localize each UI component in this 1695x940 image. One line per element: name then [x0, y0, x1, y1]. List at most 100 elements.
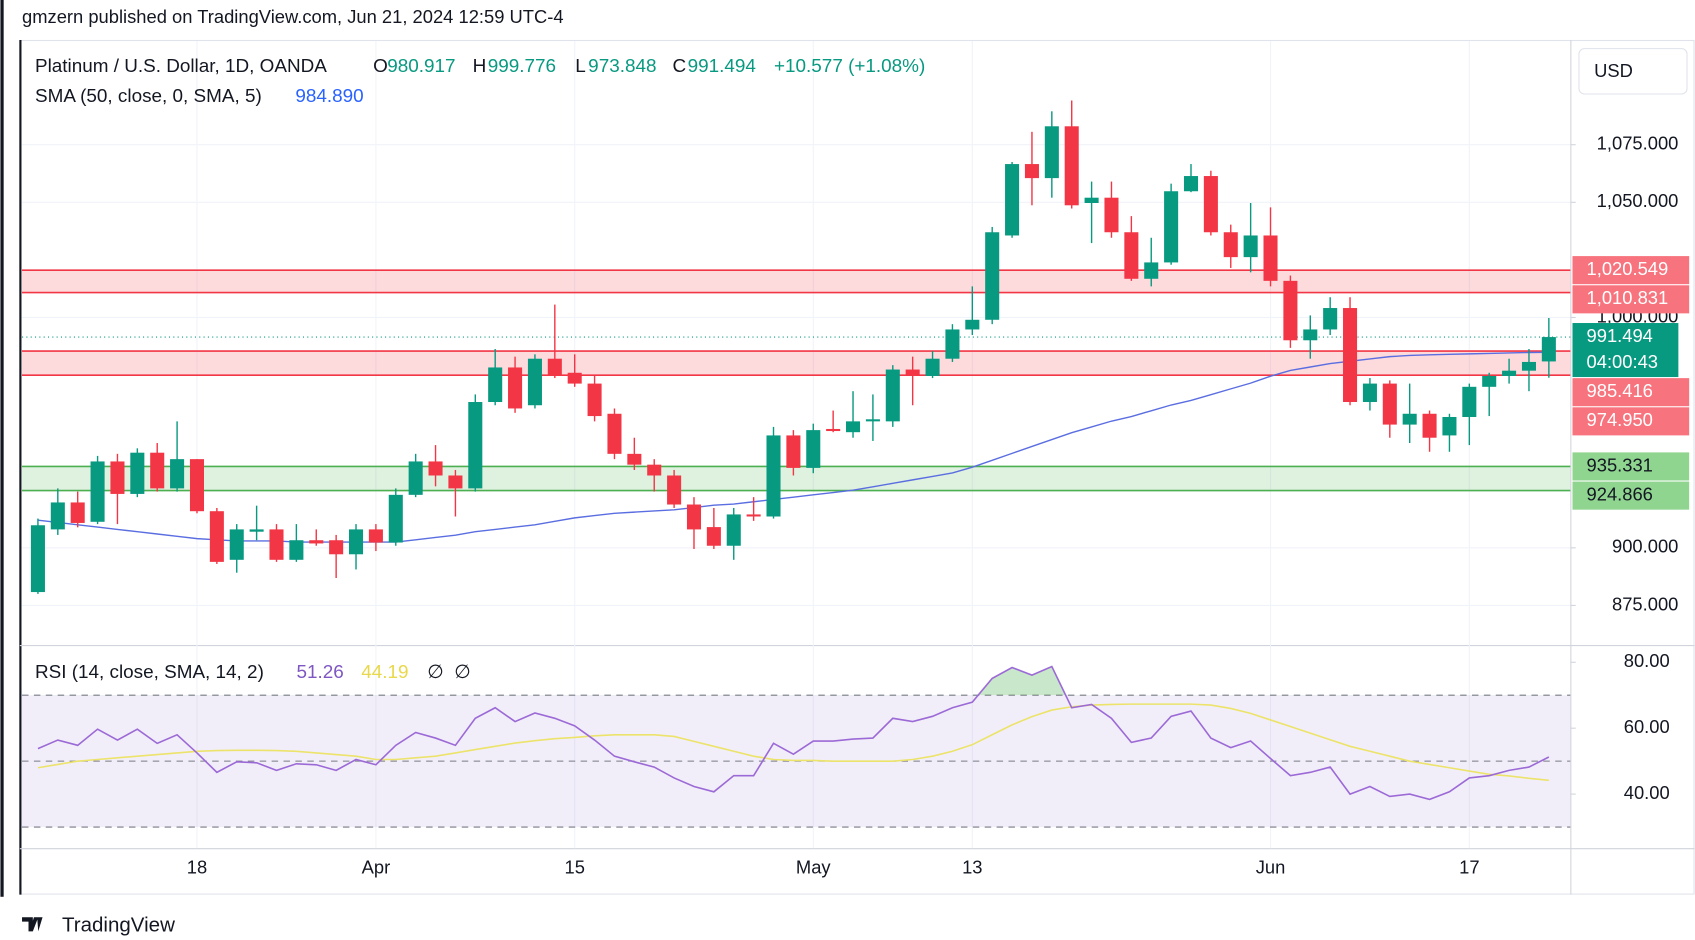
candle-body: [269, 529, 284, 560]
last-price-label: 991.494: [1587, 325, 1653, 346]
zone-label: 985.416: [1587, 380, 1653, 401]
candle-body: [1024, 164, 1039, 179]
candle-body: [1084, 197, 1099, 203]
candle-body: [329, 540, 344, 555]
rsi-legend: RSI (14, close, SMA, 14, 2) 51.26 44.19 …: [35, 662, 471, 683]
candle-body: [209, 511, 224, 562]
candle-body: [1263, 235, 1278, 281]
rsi-y-tick-label: 80.00: [1624, 650, 1670, 671]
candle-body: [965, 319, 980, 330]
candle-body: [388, 494, 403, 543]
ohlc-key: H: [473, 56, 487, 77]
candle-body: [905, 369, 920, 376]
candle-body: [1323, 308, 1338, 330]
currency-button-box[interactable]: [1578, 48, 1688, 95]
ohlc-value: 973.848: [588, 56, 656, 77]
rsi-y-tick-label: 40.00: [1624, 782, 1670, 803]
candle-body: [945, 329, 960, 359]
candle-body: [1164, 191, 1179, 263]
candle-body: [706, 527, 721, 546]
candle-body: [1064, 126, 1079, 206]
candle-body: [925, 358, 940, 376]
candle-body: [1104, 197, 1119, 233]
candle-body: [985, 232, 1000, 320]
rsi-pane: [22, 665, 1571, 828]
footer-logo[interactable]: TradingView: [22, 913, 175, 936]
zone: [22, 351, 1571, 376]
rsi-line: [37, 703, 1549, 782]
symbol-title: Platinum / U.S. Dollar, 1D, OANDA: [35, 56, 327, 77]
candle-body: [627, 453, 642, 465]
candle-body: [428, 461, 443, 476]
candle-body: [30, 525, 45, 593]
candle-body: [587, 383, 602, 417]
x-tick-label: Apr: [362, 857, 391, 878]
logo-mark: [22, 917, 43, 932]
ohlc-key: O: [373, 56, 388, 77]
candle-body: [1362, 383, 1377, 403]
zone: [22, 270, 1571, 293]
candle-body: [1382, 383, 1397, 425]
x-tick-label: May: [796, 857, 832, 878]
zone-label-box: [1572, 285, 1690, 314]
ohlc-key: C: [672, 56, 686, 77]
candle-body: [249, 529, 264, 532]
x-tick-label: 15: [564, 857, 584, 878]
candle-body: [508, 367, 523, 409]
price-pane: [22, 100, 1571, 594]
x-tick-label: 17: [1459, 857, 1479, 878]
candle-body: [1005, 164, 1020, 236]
candle-body: [189, 459, 204, 512]
candle-body: [1541, 337, 1556, 362]
zone-label-box: [1572, 481, 1690, 510]
rsi-ma-value: 44.19: [361, 662, 408, 683]
y-tick-label: 900.000: [1612, 536, 1678, 557]
zone-label-box: [1572, 407, 1690, 436]
candle-body: [309, 540, 324, 544]
candle-body: [1343, 308, 1358, 403]
candle-body: [468, 402, 483, 489]
candle-body: [786, 435, 801, 468]
ohlc-value: 980.917: [387, 56, 455, 77]
candle-body: [348, 529, 364, 555]
x-tick-label: 18: [187, 857, 207, 878]
candle-body: [1203, 176, 1218, 233]
candle-body: [547, 358, 562, 376]
candle-body: [806, 430, 821, 468]
candle-body: [527, 358, 542, 406]
candle-body: [1283, 280, 1298, 341]
candle-body: [1462, 386, 1477, 417]
ohlc-value: 999.776: [488, 56, 556, 77]
zone-label: 1,010.831: [1587, 287, 1669, 308]
zone-label: 1,020.549: [1587, 258, 1669, 279]
rsi-y-tick-label: 60.00: [1624, 716, 1670, 737]
zone-label-box: [1572, 256, 1690, 285]
candle-body: [1502, 370, 1517, 376]
footer-brand[interactable]: TradingView: [62, 913, 175, 936]
zone-label-box: [1572, 378, 1690, 407]
change: +10.577 (+1.08%): [774, 56, 925, 77]
publish-header: gmzern published on TradingView.com, Jun…: [22, 6, 564, 27]
candle-body: [1044, 126, 1059, 179]
zone: [22, 466, 1571, 491]
ohlc-value: 991.494: [688, 56, 756, 77]
candle-body: [726, 514, 741, 546]
rsi-line: [37, 665, 1550, 801]
zone-label: 924.866: [1587, 483, 1653, 504]
candle-body: [130, 452, 145, 494]
axes: 18 Apr 15 May 13 Jun 17875.000900.0001,000.000…: [187, 133, 1690, 878]
y-tick-label: 1,050.000: [1597, 190, 1679, 211]
price-legend: Platinum / U.S. Dollar, 1D, OANDA O 980.…: [35, 56, 925, 107]
zone-label: 935.331: [1587, 454, 1653, 475]
candle-body: [1402, 413, 1417, 425]
candle-body: [170, 459, 185, 489]
y-tick-label: 1,075.000: [1597, 133, 1679, 154]
candle-body: [647, 464, 662, 476]
countdown-label: 04:00:43: [1587, 351, 1658, 372]
currency-button[interactable]: USD: [1578, 48, 1688, 95]
zone-label: 974.950: [1587, 409, 1653, 430]
candle-body: [150, 452, 165, 489]
candle-body: [488, 367, 503, 403]
currency-label[interactable]: USD: [1594, 60, 1633, 81]
